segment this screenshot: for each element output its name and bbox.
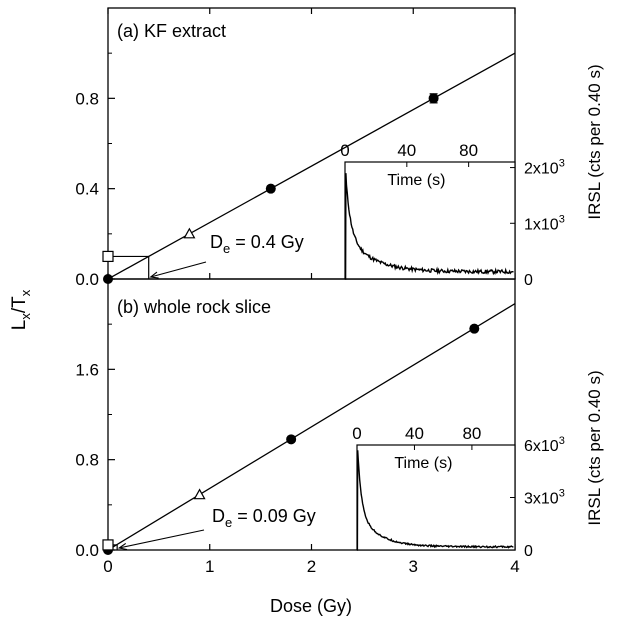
x-tick-label: 4 <box>510 557 519 576</box>
inset-y-tick-label: 6x103 <box>524 435 565 455</box>
data-point-filled-circle <box>265 183 276 194</box>
inset-x-axis-label: Time (s) <box>394 455 452 472</box>
inset-y-tick-label: 3x103 <box>524 488 565 508</box>
y-tick-label: 0.4 <box>75 180 99 199</box>
data-point-open-triangle <box>193 488 206 500</box>
y-tick-label: 1.6 <box>75 360 99 379</box>
data-point-filled-circle <box>469 323 480 334</box>
inset-frame <box>356 444 516 551</box>
panel-b: 0.0 0.8 1.6 0 1 2 3 4 De = 0.09 Gy (b) whole rock… <box>75 278 565 576</box>
y-tick-label: 0.0 <box>75 541 99 560</box>
inset-x-tick-label: 0 <box>352 424 361 443</box>
panel-label: (b) whole rock slice <box>117 297 271 317</box>
x-tick-label: 3 <box>409 557 418 576</box>
inset-decay-curve <box>356 450 514 551</box>
x-axis-label: Dose (Gy) <box>270 596 352 616</box>
inset-y-tick-label: 0 <box>524 543 533 560</box>
de-arrow-head <box>149 271 159 279</box>
de-annotation: De = 0.4 Gy <box>210 232 304 256</box>
irsl-axis-label-a: IRSL (cts per 0.40 s) <box>585 64 604 219</box>
data-point-filled-circle <box>286 434 297 445</box>
inset-x-tick-label: 40 <box>397 141 416 160</box>
panel-a: 0.0 0.4 0.8 De = 0.4 Gy (a) KF extract 0 40 80 T… <box>75 7 565 289</box>
irsl-axis-label-b: IRSL (cts per 0.40 s) <box>585 370 604 525</box>
inset-x-tick-label: 40 <box>405 424 424 443</box>
data-point-open-square <box>102 539 114 551</box>
inset-x-axis-label: Time (s) <box>387 172 445 189</box>
inset-x-tick-label: 0 <box>340 141 349 160</box>
inset-decay-curve <box>344 173 514 280</box>
inset-x-tick-label: 80 <box>462 424 481 443</box>
inset-y-tick-label: 0 <box>524 272 533 289</box>
x-tick-label: 0 <box>103 557 112 576</box>
data-point-open-triangle <box>183 227 196 239</box>
y-tick-label: 0.0 <box>75 270 99 289</box>
inset-y-tick-label: 2x103 <box>524 158 565 178</box>
data-point-open-square <box>102 250 114 263</box>
x-tick-label: 1 <box>205 557 214 576</box>
fit-line <box>108 302 515 550</box>
de-arrow <box>150 261 207 278</box>
panel-label: (a) KF extract <box>117 21 226 41</box>
de-arrow-head <box>117 542 128 551</box>
y-tick-label: 0.8 <box>75 451 99 470</box>
de-annotation: De = 0.09 Gy <box>212 506 316 530</box>
y-axis-label: Lx/Tx <box>9 289 33 330</box>
de-arrow <box>119 529 205 549</box>
inset-y-tick-label: 1x103 <box>524 213 565 233</box>
inset-x-tick-label: 80 <box>459 141 478 160</box>
x-tick-label: 2 <box>307 557 316 576</box>
y-tick-label: 0.8 <box>75 89 99 108</box>
data-point-filled-circle <box>428 93 439 104</box>
